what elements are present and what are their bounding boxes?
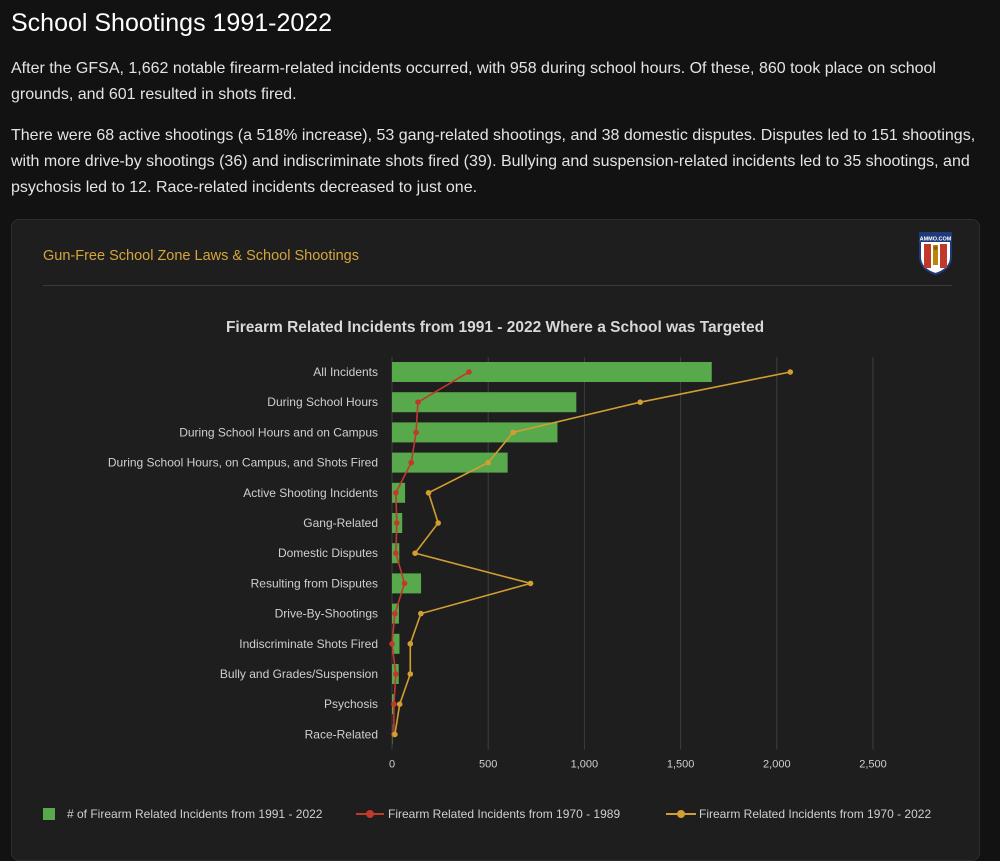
legend-label-1970-2022: Firearm Related Incidents from 1970 - 20… bbox=[699, 807, 931, 821]
point-1970-1989 bbox=[393, 490, 399, 496]
ammo-logo: AMMO.COM bbox=[919, 232, 952, 275]
point-1970-1989 bbox=[389, 641, 395, 647]
point-1970-1989 bbox=[415, 399, 421, 405]
category-label: All Incidents bbox=[313, 365, 378, 379]
point-1970-2022 bbox=[425, 490, 432, 496]
x-tick-label: 0 bbox=[389, 759, 395, 771]
card-divider bbox=[43, 285, 952, 286]
point-1970-1989 bbox=[391, 701, 397, 707]
point-1970-2022 bbox=[637, 399, 643, 405]
point-1970-2022 bbox=[392, 731, 398, 738]
point-1970-2022 bbox=[510, 429, 517, 436]
point-1970-1989 bbox=[408, 459, 415, 466]
category-label: Resulting from Disputes bbox=[251, 576, 378, 590]
category-label: Race-Related bbox=[305, 727, 378, 741]
point-1970-1989 bbox=[392, 610, 398, 617]
intro-paragraph-2: There were 68 active shootings (a 518% i… bbox=[11, 127, 976, 196]
category-label: Drive-By-Shootings bbox=[275, 607, 378, 621]
category-label: Gang-Related bbox=[303, 516, 378, 530]
bar bbox=[392, 362, 712, 382]
intro-paragraph-1: After the GFSA, 1,662 notable firearm-re… bbox=[11, 60, 936, 103]
x-tick-label: 2,000 bbox=[763, 759, 791, 771]
category-label: During School Hours and on Campus bbox=[179, 425, 378, 439]
point-1970-1989 bbox=[401, 580, 408, 587]
category-label: Bully and Grades/Suspension bbox=[220, 667, 378, 681]
point-1970-1989 bbox=[394, 520, 400, 526]
page-title: School Shootings 1991-2022 bbox=[11, 9, 333, 37]
legend-swatch-bar bbox=[43, 808, 55, 820]
category-label: Psychosis bbox=[324, 697, 378, 711]
bar bbox=[392, 422, 558, 443]
point-1970-2022 bbox=[407, 671, 414, 677]
card-title: Gun-Free School Zone Laws & School Shoot… bbox=[43, 248, 359, 264]
chart-card: Gun-Free School Zone Laws & School Shoot… bbox=[11, 219, 980, 861]
point-1970-2022 bbox=[396, 701, 403, 707]
point-1970-1989 bbox=[393, 550, 399, 556]
legend-label-1970-1989: Firearm Related Incidents from 1970 - 19… bbox=[388, 807, 620, 821]
x-tick-label: 2,500 bbox=[859, 759, 887, 771]
point-1970-2022 bbox=[435, 520, 441, 526]
point-1970-2022 bbox=[787, 369, 794, 375]
bar bbox=[392, 392, 577, 413]
legend-label-bar: # of Firearm Related Incidents from 1991… bbox=[67, 807, 323, 821]
x-tick-label: 1,500 bbox=[667, 759, 695, 771]
legend-marker-1970-2022 bbox=[677, 810, 685, 818]
category-label: Indiscriminate Shots Fired bbox=[239, 637, 378, 651]
point-1970-2022 bbox=[485, 459, 492, 466]
bar-line-chart: Firearm Related Incidents from 1991 - 20… bbox=[43, 319, 931, 821]
x-tick-label: 1,000 bbox=[571, 759, 599, 771]
point-1970-2022 bbox=[418, 610, 424, 617]
point-1970-2022 bbox=[407, 641, 414, 647]
bar bbox=[392, 633, 400, 654]
point-1970-1989 bbox=[413, 429, 419, 436]
point-1970-1989 bbox=[466, 369, 472, 375]
chart-title: Firearm Related Incidents from 1991 - 20… bbox=[226, 319, 764, 336]
category-label: Active Shooting Incidents bbox=[243, 486, 378, 500]
logo-text: AMMO.COM bbox=[920, 237, 952, 243]
point-1970-1989 bbox=[393, 671, 399, 677]
legend-marker-1970-1989 bbox=[366, 810, 374, 818]
category-label: During School Hours bbox=[267, 395, 378, 409]
category-label: During School Hours, on Campus, and Shot… bbox=[108, 456, 378, 470]
x-tick-label: 500 bbox=[479, 759, 497, 771]
point-1970-2022 bbox=[527, 580, 534, 587]
point-1970-2022 bbox=[412, 550, 418, 556]
category-label: Domestic Disputes bbox=[278, 546, 378, 560]
